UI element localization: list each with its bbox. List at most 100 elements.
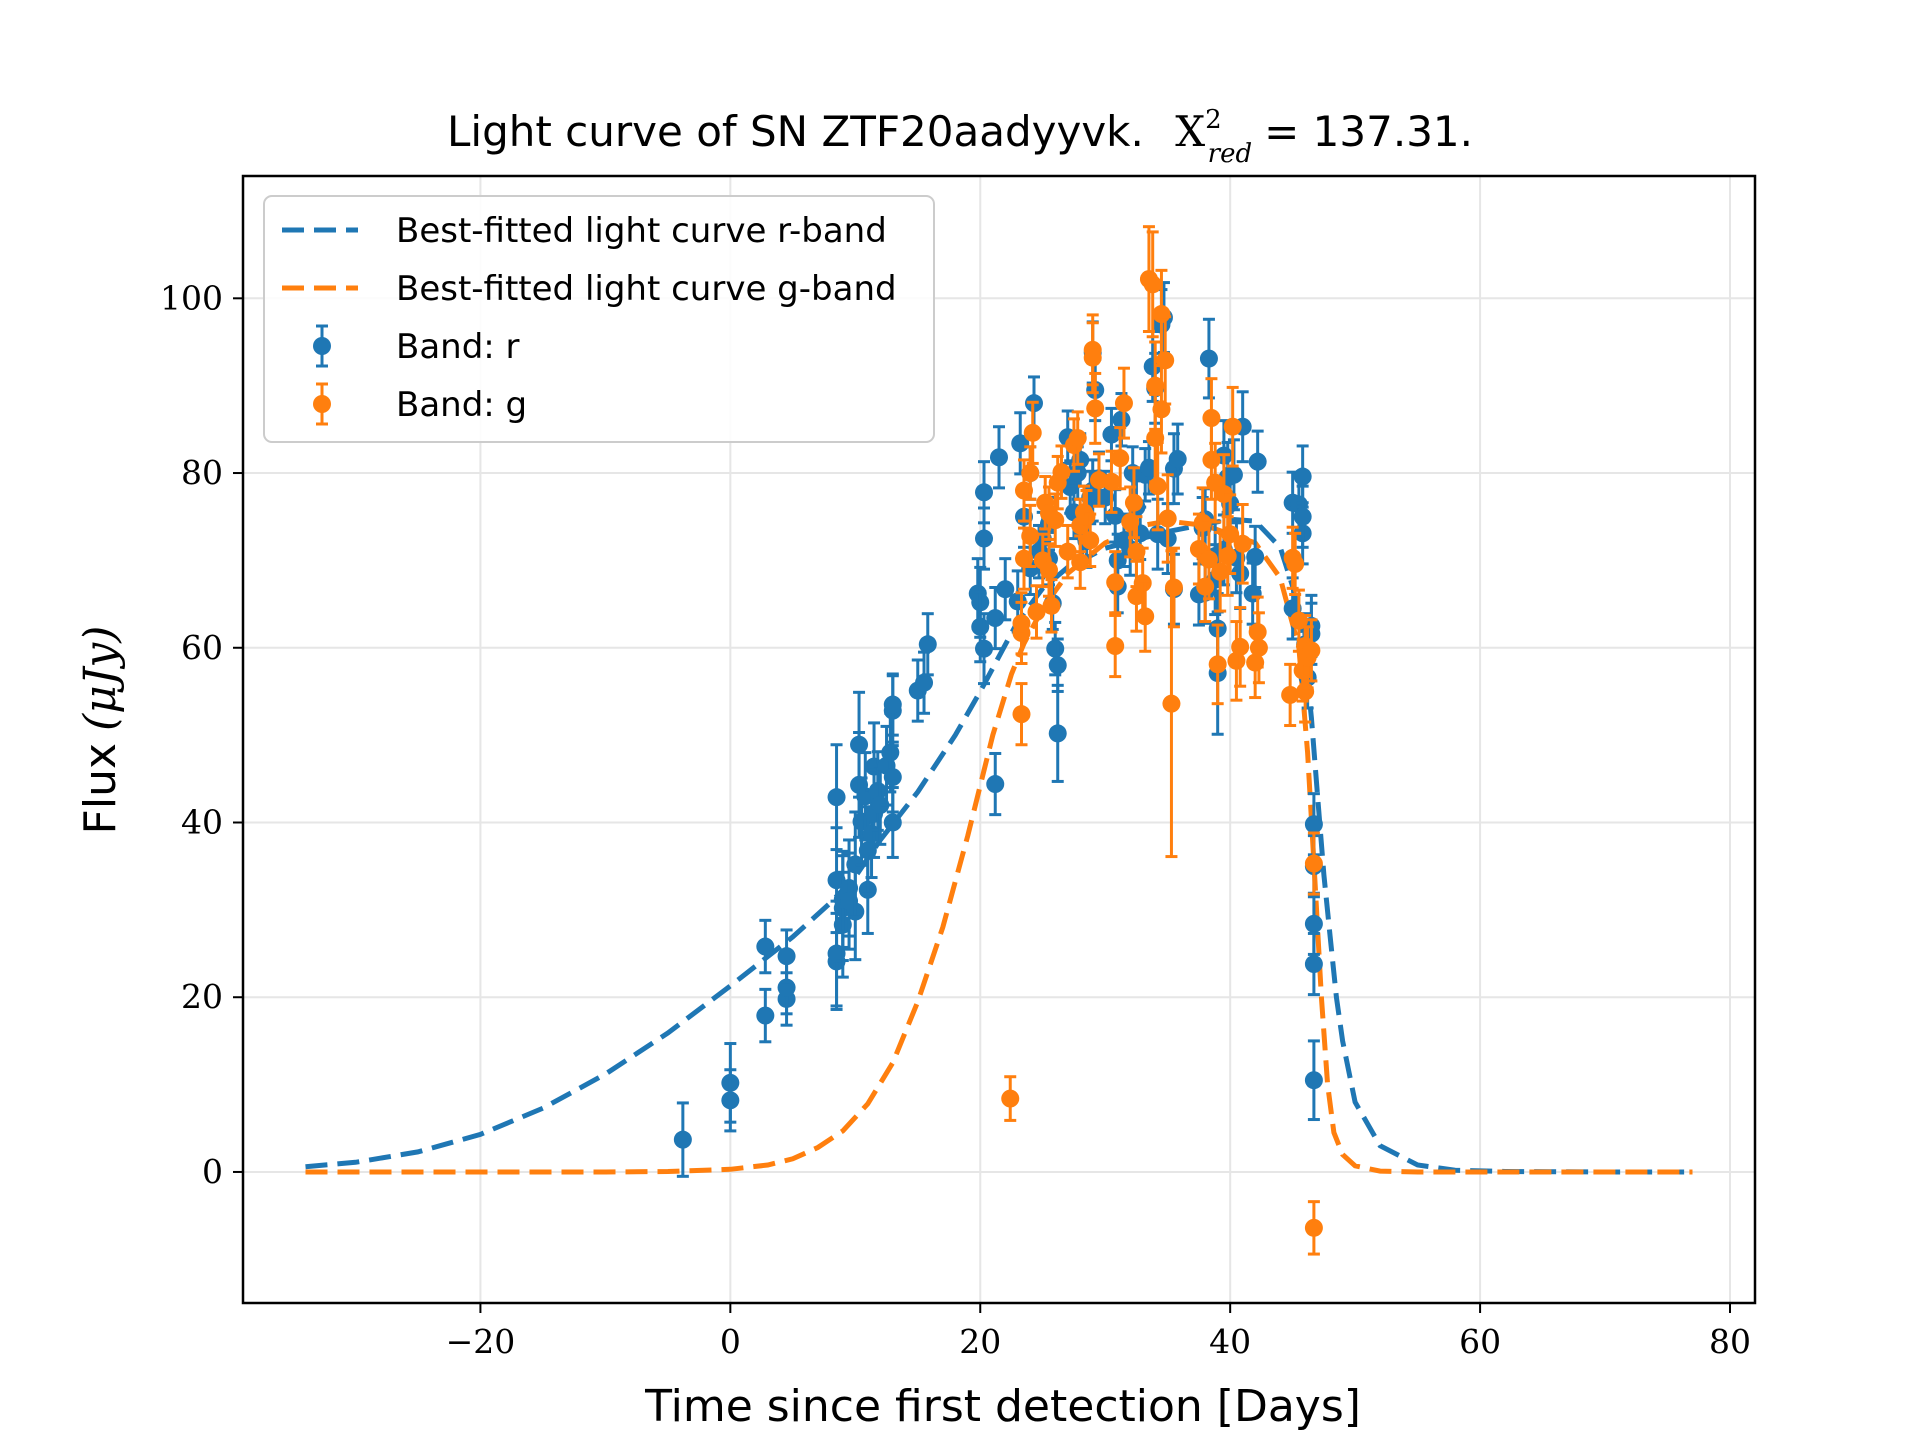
data-point (1136, 579, 1155, 653)
fit-curve-g-band (305, 518, 1693, 1175)
data-point (975, 612, 994, 686)
data-point (1042, 578, 1061, 634)
point-marker (1136, 607, 1155, 626)
x-tick-label: 40 (1209, 1322, 1251, 1361)
y-axis-label-unit: (μJy) (75, 626, 126, 731)
point-marker (1199, 349, 1218, 368)
point-marker (1039, 561, 1058, 580)
point-marker (1304, 854, 1323, 873)
point-marker (1224, 465, 1243, 484)
x-tick-label: 20 (959, 1322, 1001, 1361)
point-marker (1052, 463, 1071, 482)
point-marker (1162, 694, 1181, 713)
point-marker (1086, 399, 1105, 418)
data-point (1233, 502, 1252, 585)
data-point (1293, 484, 1312, 549)
legend-fit-g-label: Best-fitted light curve g-band (396, 269, 897, 309)
data-point (918, 612, 937, 677)
series-band-g (1001, 225, 1323, 1256)
point-marker (1199, 550, 1218, 569)
point-marker (975, 483, 994, 502)
point-marker (1202, 408, 1221, 427)
data-point (1246, 524, 1265, 589)
point-marker (1286, 554, 1305, 573)
point-marker (971, 617, 990, 636)
title-stat-sub: red (1208, 139, 1252, 169)
point-marker (1249, 638, 1268, 657)
data-point (996, 557, 1015, 622)
point-marker (1124, 493, 1143, 512)
point-marker (1223, 417, 1242, 436)
point-marker (1146, 376, 1165, 395)
x-tick-label: 0 (720, 1322, 741, 1361)
data-point (1199, 317, 1218, 400)
point-marker (1208, 655, 1227, 674)
point-marker (1304, 1218, 1323, 1237)
data-point (1012, 682, 1031, 747)
point-marker (1248, 452, 1267, 471)
data-point (883, 672, 902, 737)
data-point (1081, 512, 1100, 569)
point-marker (1102, 425, 1121, 444)
point-marker (1304, 1071, 1323, 1090)
point-marker (1246, 547, 1265, 566)
data-point (871, 764, 890, 846)
point-marker (1214, 485, 1233, 504)
point-marker (1048, 656, 1067, 675)
point-marker (1211, 562, 1230, 581)
legend-band-g-marker (313, 382, 331, 426)
data-point (975, 460, 994, 525)
point-marker (1193, 513, 1212, 532)
point-marker (827, 944, 846, 963)
data-point (1286, 531, 1305, 596)
point-marker (1148, 477, 1167, 496)
point-marker (827, 788, 846, 807)
point-marker (915, 673, 934, 692)
plot-area-frame (241, 174, 1757, 1305)
data-point (1248, 429, 1267, 494)
title-stat-sup: 2 (1205, 105, 1222, 135)
point-marker (1012, 705, 1031, 724)
point-marker (1281, 685, 1300, 704)
data-point (1014, 526, 1033, 591)
point-marker (1293, 467, 1312, 486)
data-point (1021, 503, 1040, 569)
point-marker (1304, 815, 1323, 834)
data-point (1304, 792, 1323, 857)
data-point (1048, 683, 1067, 783)
point-marker (1304, 955, 1323, 974)
point-marker (721, 1091, 740, 1110)
point-marker (1071, 553, 1090, 572)
point-marker (1133, 574, 1152, 593)
point-marker (1158, 509, 1177, 528)
point-marker (1233, 534, 1252, 553)
data-point (1046, 492, 1065, 548)
point-marker (871, 796, 890, 815)
data-point (1083, 321, 1102, 395)
point-marker (850, 735, 869, 754)
data-point (1193, 486, 1212, 560)
point-marker (1112, 410, 1131, 429)
x-axis-ticks: −20 0 20 40 60 80 (446, 1303, 1751, 1361)
point-marker (1302, 641, 1321, 660)
point-marker (1012, 614, 1031, 633)
data-point (1164, 546, 1183, 629)
data-point (1096, 469, 1115, 526)
y-axis-label-text: Flux (75, 743, 126, 834)
legend-band-r-label: Band: r (396, 327, 520, 367)
data-point (1304, 931, 1323, 997)
data-point (1011, 411, 1030, 476)
point-marker (1096, 488, 1115, 507)
data-point (1208, 623, 1227, 706)
data-point (1086, 371, 1105, 445)
point-marker (918, 635, 937, 654)
legend-band-r-marker (313, 324, 331, 368)
point-marker (1202, 450, 1221, 469)
data-points (673, 225, 1323, 1256)
point-marker (1081, 531, 1100, 550)
point-marker (1014, 549, 1033, 568)
y-tick-label: 60 (181, 628, 223, 667)
data-point (1001, 1075, 1020, 1122)
point-marker (1106, 573, 1125, 592)
legend: Best-fitted light curve r-band Best-fitt… (263, 195, 935, 443)
